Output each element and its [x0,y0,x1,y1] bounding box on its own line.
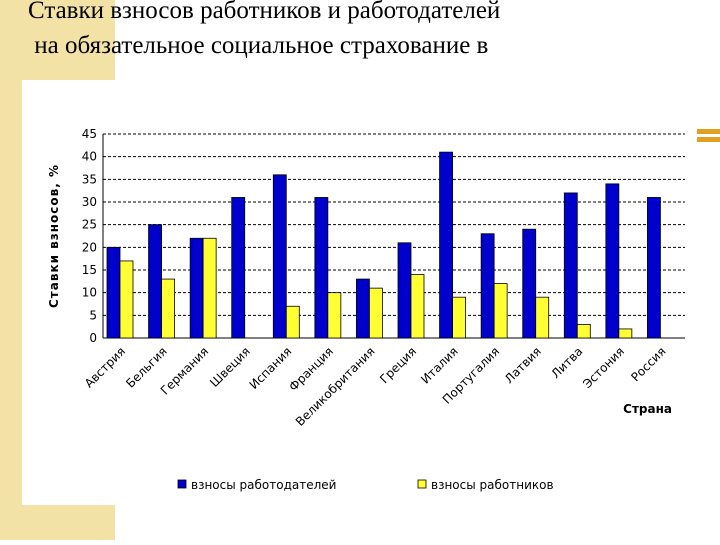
bar [369,287,383,339]
bar [535,296,550,339]
x-axis-label: Страна [623,402,672,416]
y-tick-label: 40 [82,150,97,164]
y-tick-label: 30 [82,195,97,209]
y-axis-label: Ставки взносов, % [47,164,61,308]
y-tick-label: 20 [82,240,97,254]
decor-mark [697,129,720,134]
legend-swatch [417,479,427,489]
bar [397,242,412,339]
y-tick-label: 5 [89,308,97,322]
legend-label: взносы работников [431,478,554,492]
decor-mark [697,137,720,142]
bar [439,151,453,339]
bar [356,278,370,339]
bar [285,305,300,339]
y-tick-label: 15 [82,263,97,277]
bar [452,296,466,339]
legend-swatch [177,479,187,489]
y-tick-label: 45 [82,127,97,141]
bar [647,197,661,339]
bar [576,323,591,339]
bar [119,260,134,339]
bar [605,183,620,339]
y-tick-label: 10 [82,286,97,300]
bar [493,283,508,339]
bar [272,174,287,339]
bar [148,224,162,339]
y-tick-label: 0 [89,331,97,345]
y-tick-label: 35 [82,172,97,186]
bar [161,278,175,339]
bar [106,246,121,339]
title-line: Ставки взносов работников и работодателе… [28,0,500,59]
bar [314,197,329,339]
bar [231,197,246,339]
bar [563,192,578,339]
legend-label: взносы работодателей [191,478,336,492]
y-tick-label: 25 [82,218,97,232]
bar [327,292,342,339]
bar [410,274,425,339]
bar [202,237,217,339]
bar [522,228,537,339]
bar [480,233,495,339]
bar [189,237,204,339]
bar [618,328,633,339]
